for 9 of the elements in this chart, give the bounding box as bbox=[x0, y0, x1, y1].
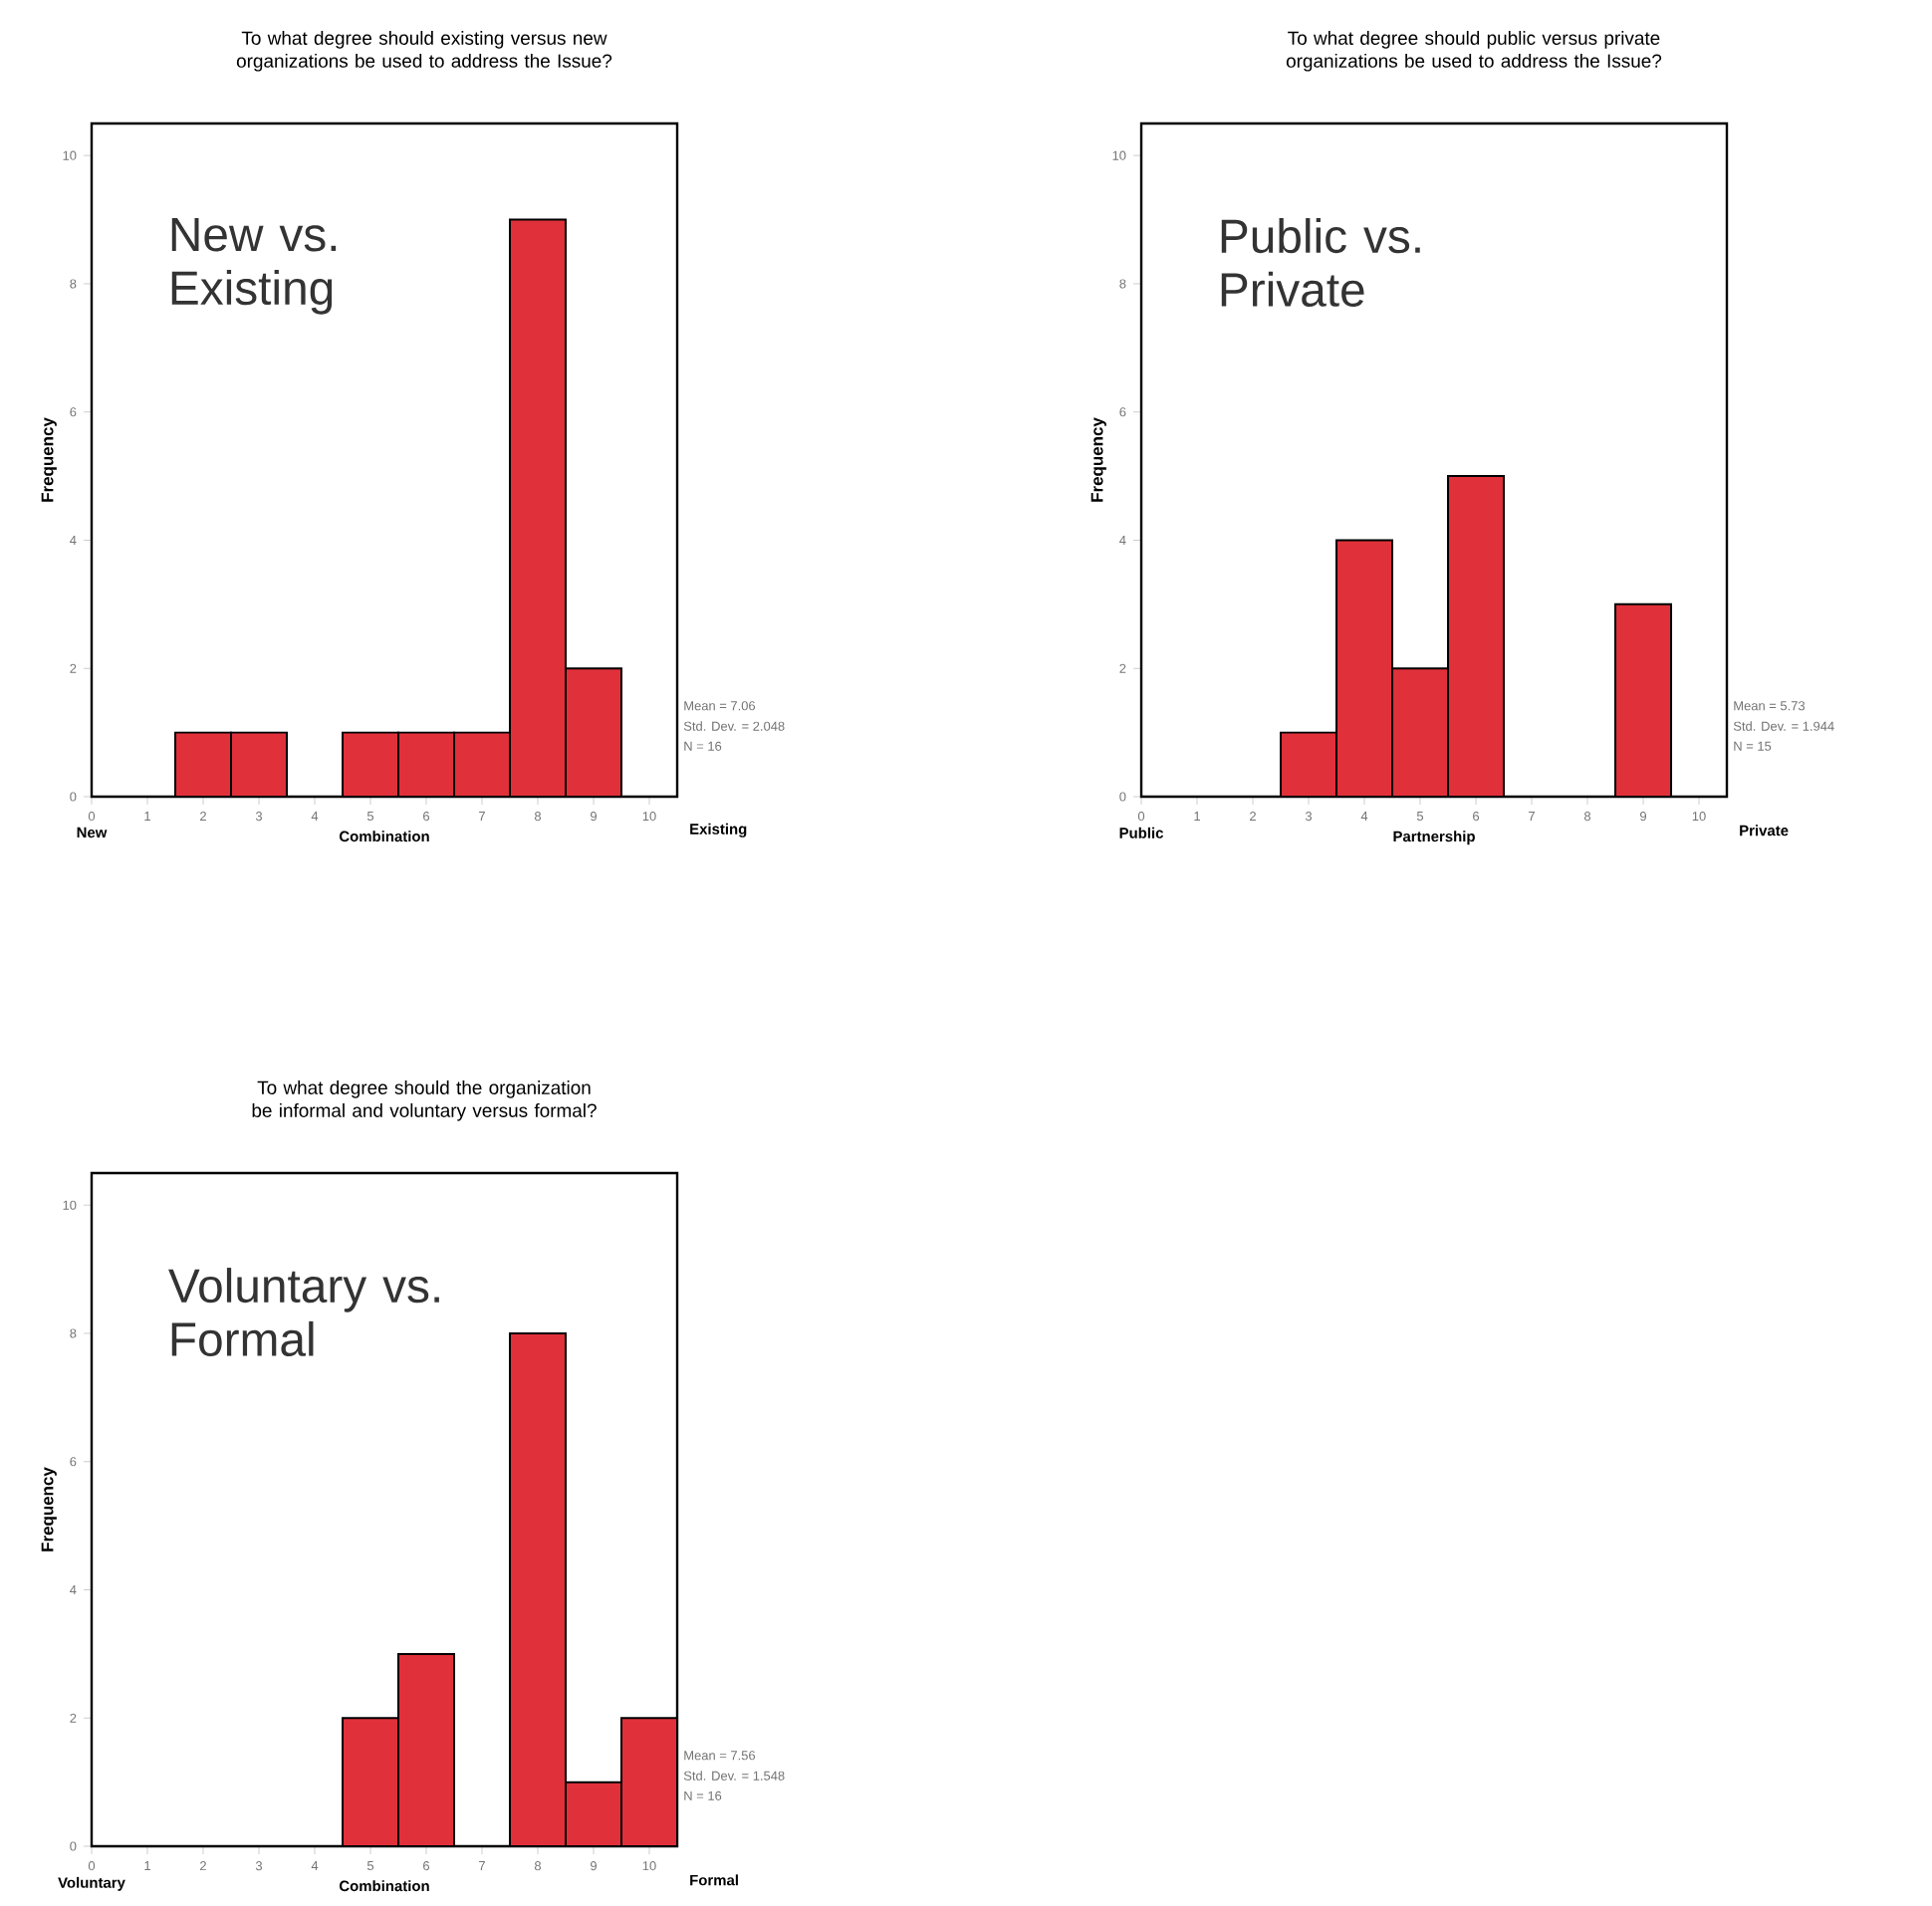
annotation: Public vs. Private bbox=[1221, 218, 1420, 307]
chart-title: To what degree should existing versus new organizations be used to address the Issue? bbox=[236, 31, 612, 72]
y-axis-title: Frequency bbox=[41, 1467, 57, 1551]
chart-title: To what degree should public versus private organizations be used to address the Issue? bbox=[1286, 31, 1662, 72]
annotation: Voluntary vs. Formal bbox=[168, 1268, 439, 1356]
y-axis-title: Frequency bbox=[41, 417, 57, 502]
chart-title: To what degree should the organization be informal and voluntary versus formal? bbox=[252, 1080, 597, 1121]
y-axis-title: Frequency bbox=[1090, 417, 1106, 502]
annotation: New vs. Existing bbox=[171, 218, 337, 315]
